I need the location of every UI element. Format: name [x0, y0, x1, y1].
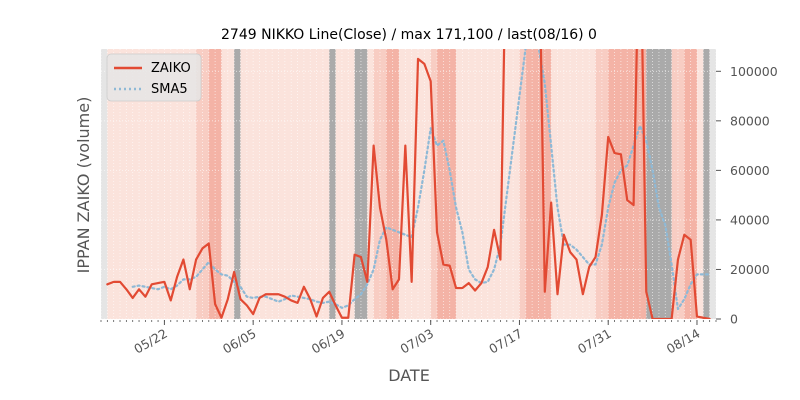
y-tick-label: 80000	[730, 113, 770, 128]
chart-title: 2749 NIKKO Line(Close) / max 171,100 / l…	[221, 27, 597, 43]
x-tick-label: 05/22	[131, 326, 170, 357]
x-tick-label: 07/31	[575, 326, 614, 357]
y-tick-label: 20000	[730, 262, 770, 277]
legend: ZAIKO SMA5	[106, 53, 202, 102]
x-tick-label: 07/17	[486, 326, 525, 357]
y-axis-label: IPPAN ZAIKO (volume)	[74, 97, 93, 274]
series-line-zaiko	[106, 49, 711, 319]
y-axis: 0 20000 40000 60000 80000 100000	[716, 64, 778, 327]
legend-label-zaiko: ZAIKO	[151, 61, 191, 76]
band-edge	[101, 49, 108, 319]
legend-label-sma5: SMA5	[151, 82, 188, 97]
series-line-sma5	[131, 49, 711, 311]
x-tick-label: 06/19	[309, 326, 348, 357]
y-tick-label: 0	[730, 312, 738, 327]
grid	[100, 49, 717, 320]
y-tick-label: 100000	[730, 64, 778, 79]
x-tick-label: 06/05	[220, 326, 259, 357]
band-gray	[234, 49, 241, 319]
band-gray	[703, 49, 710, 319]
y-tick-label: 40000	[730, 212, 770, 227]
y-tick-label: 60000	[730, 163, 770, 178]
band-edge	[709, 49, 716, 319]
x-axis-label: DATE	[388, 366, 430, 385]
band-gray	[329, 49, 336, 319]
x-tick-label: 08/14	[664, 326, 703, 357]
x-tick-label: 07/03	[397, 326, 436, 357]
x-axis: 05/22 06/05 06/19 07/03 07/17 07/31 08/14	[100, 320, 717, 357]
series	[106, 49, 711, 319]
